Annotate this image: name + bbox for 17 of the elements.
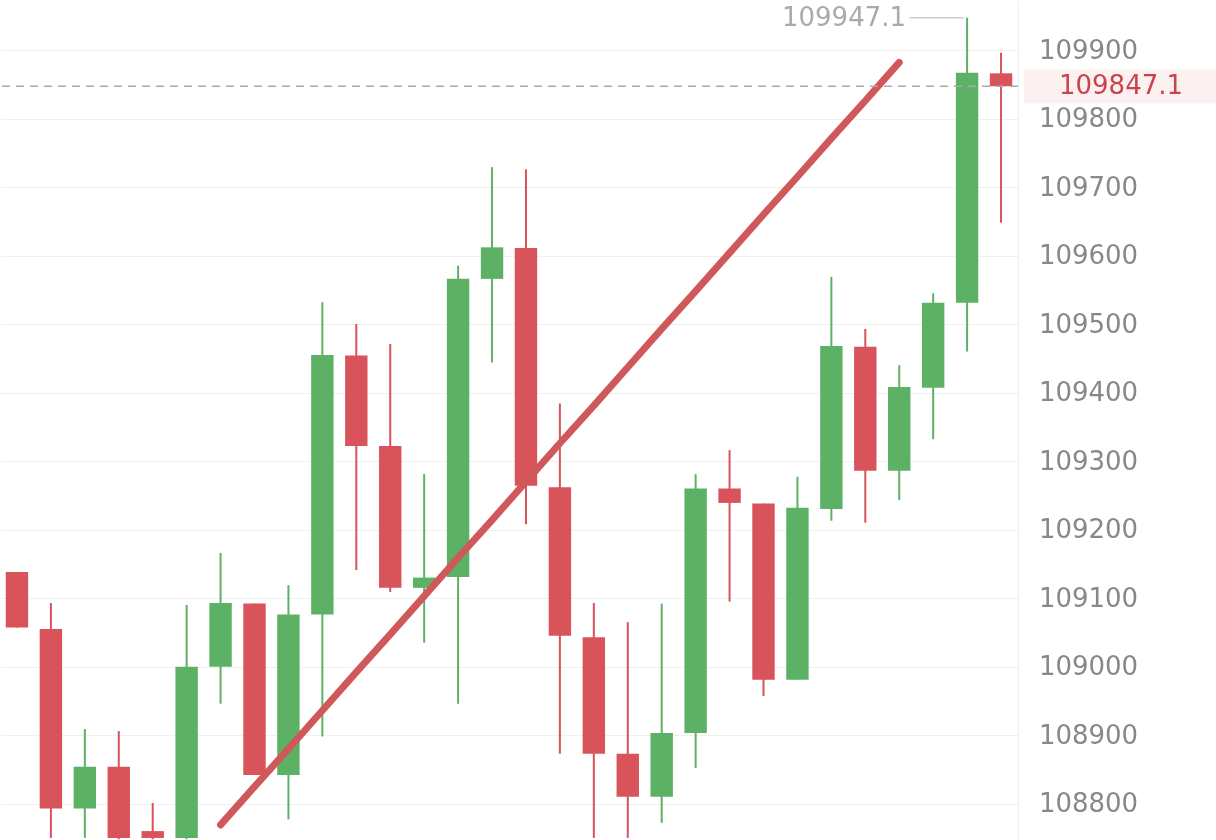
y-tick-label: 109500	[1038, 308, 1139, 339]
y-tick-label: 109300	[1038, 445, 1139, 476]
y-tick-label: 109800	[1038, 103, 1139, 134]
annotation: 109947.1	[781, 1, 907, 32]
y-tick-label: 109000	[1038, 651, 1139, 682]
y-tick-label: 109700	[1038, 171, 1139, 202]
y-tick-label: 109100	[1038, 582, 1139, 613]
y-tick-label: 109900	[1038, 34, 1139, 65]
candlestick	[141, 802, 164, 840]
y-tick-label: 109600	[1038, 240, 1139, 271]
y-tick-label: 109200	[1038, 514, 1139, 545]
ref-line-label: 109847.1	[1058, 70, 1184, 101]
candlestick	[718, 449, 741, 603]
candlestick	[989, 51, 1013, 224]
y-tick-label: 109400	[1038, 377, 1139, 408]
y-tick-label: 108800	[1038, 788, 1139, 819]
y-tick-label: 108900	[1038, 719, 1139, 750]
